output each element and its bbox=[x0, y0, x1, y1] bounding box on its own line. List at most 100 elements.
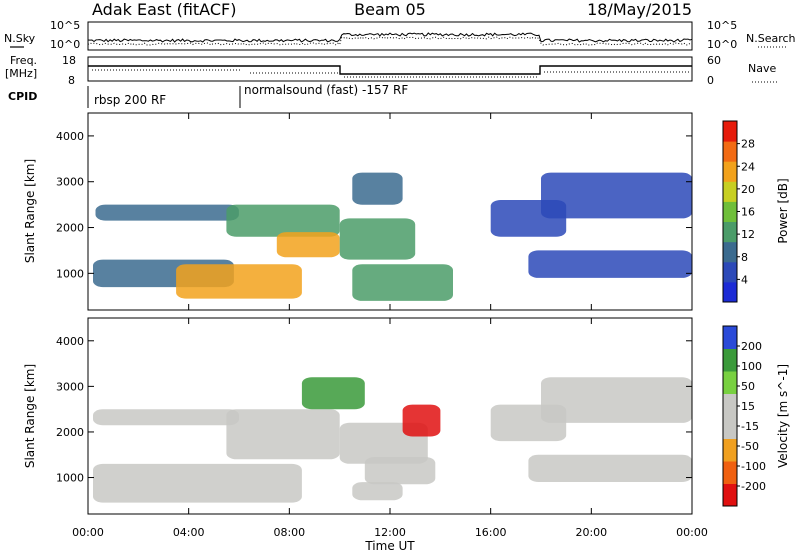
velocity-colorbar-band-5 bbox=[723, 393, 737, 417]
power-colorbar-label: Power [dB] bbox=[776, 178, 790, 243]
power-colorbar: 4 8 12 16 20 24 28 bbox=[722, 120, 755, 303]
power-colorbar-label-7: 28 bbox=[741, 138, 755, 151]
velocity-colorbar-label-2: 100 bbox=[741, 360, 762, 373]
noise-search-label: N.Search bbox=[746, 32, 796, 45]
velocity-region-6 bbox=[352, 482, 403, 501]
power-panel: 1000 2000 3000 4000 Slant Range [km] 4 8 12 16… bbox=[23, 112, 790, 311]
velocity-ytick-label-3: 3000 bbox=[56, 380, 84, 393]
velocity-colorbar-band-2 bbox=[723, 461, 737, 484]
velocity-ytick-label-2: 2000 bbox=[56, 426, 84, 439]
power-y-label: Slant Range [km] bbox=[23, 159, 37, 263]
velocity-colorbar-label-6: -50 bbox=[741, 440, 759, 453]
freq-right-tick-top: 60 bbox=[707, 54, 721, 67]
beam-title: Beam 05 bbox=[354, 0, 426, 19]
power-ytick-label-2: 2000 bbox=[56, 222, 84, 235]
freq-unit-label: [MHz] bbox=[5, 67, 37, 80]
power-region-6 bbox=[339, 218, 416, 260]
freq-left-tick-top: 18 bbox=[62, 54, 76, 67]
velocity-colorbar-frame bbox=[722, 325, 738, 507]
velocity-region-2 bbox=[93, 463, 302, 503]
noise-left-tick-top: 10^5 bbox=[50, 19, 80, 32]
nave-label: Nave bbox=[748, 62, 776, 75]
noise-right-tick-top: 10^5 bbox=[707, 19, 737, 32]
cpid-mode-2: normalsound (fast) -157 RF bbox=[244, 83, 408, 97]
power-region-3 bbox=[95, 204, 239, 221]
velocity-xtick-label-5: 16:00 bbox=[475, 526, 507, 539]
power-region-10 bbox=[541, 172, 692, 219]
noise-sky-trace bbox=[87, 32, 693, 43]
power-ytick-label-4: 4000 bbox=[56, 130, 84, 143]
cpid-mode-1: rbsp 200 RF bbox=[94, 93, 166, 107]
freq-trace bbox=[88, 65, 692, 75]
power-region-11 bbox=[528, 250, 692, 278]
velocity-ytick-label-1: 1000 bbox=[56, 472, 84, 485]
velocity-regions bbox=[93, 377, 692, 503]
freq-panel: Freq. [MHz] 18 8 60 0 Nave bbox=[5, 54, 778, 87]
velocity-colorbar-label-4: 15 bbox=[741, 400, 755, 413]
power-colorbar-label-6: 24 bbox=[741, 160, 755, 173]
velocity-colorbar-label-8: -200 bbox=[741, 480, 766, 493]
velocity-colorbar-band-6 bbox=[723, 371, 737, 394]
velocity-colorbar-band-4 bbox=[723, 416, 737, 439]
power-colorbar-band-5 bbox=[723, 201, 737, 222]
power-ytick-label-3: 3000 bbox=[56, 176, 84, 189]
velocity-colorbar-band-1 bbox=[723, 483, 737, 507]
power-colorbar-band-3 bbox=[723, 241, 737, 263]
power-x-axis bbox=[87, 113, 693, 310]
velocity-colorbar-label: Velocity [m s^-1] bbox=[776, 364, 790, 468]
freq-label: Freq. bbox=[10, 54, 37, 67]
power-region-5 bbox=[276, 232, 340, 258]
noise-panel-frame bbox=[87, 21, 693, 51]
velocity-panel: 1000 2000 3000 4000 00:00 04:00 08:00 12:00 16:… bbox=[23, 317, 790, 539]
x-axis-label: Time UT bbox=[364, 539, 415, 553]
velocity-region-7 bbox=[402, 404, 441, 437]
velocity-y-label: Slant Range [km] bbox=[23, 364, 37, 468]
velocity-region-1 bbox=[93, 409, 239, 426]
power-colorbar-band-8 bbox=[723, 141, 737, 162]
power-colorbar-label-3: 12 bbox=[741, 228, 755, 241]
freq-panel-frame bbox=[87, 56, 693, 82]
power-colorbar-band-1 bbox=[723, 281, 737, 303]
velocity-xtick-label-6: 20:00 bbox=[575, 526, 607, 539]
velocity-region-10 bbox=[541, 377, 692, 423]
velocity-colorbar-band-8 bbox=[723, 326, 737, 349]
freq-left-tick-bottom: 8 bbox=[68, 74, 75, 87]
noise-panel: N.Sky 10^5 10^0 10^5 10^0 N.Search bbox=[4, 19, 796, 51]
velocity-ytick-label-4: 4000 bbox=[56, 335, 84, 348]
power-region-4 bbox=[226, 204, 340, 237]
velocity-region-11 bbox=[528, 454, 692, 482]
velocity-colorbar-label-1: 200 bbox=[741, 340, 762, 353]
velocity-colorbar-label-7: -100 bbox=[741, 460, 766, 473]
cpid-label: CPID bbox=[8, 90, 37, 103]
power-region-2 bbox=[176, 264, 302, 299]
power-colorbar-label-5: 20 bbox=[741, 183, 755, 196]
velocity-y-axis: 1000 2000 3000 4000 bbox=[56, 335, 692, 485]
velocity-colorbar-band-7 bbox=[723, 348, 737, 372]
velocity-colorbar-band-3 bbox=[723, 438, 737, 462]
velocity-region-5 bbox=[364, 457, 436, 485]
power-region-8 bbox=[352, 172, 403, 205]
velocity-xtick-label-4: 12:00 bbox=[374, 526, 406, 539]
velocity-xtick-label-2: 04:00 bbox=[173, 526, 205, 539]
power-colorbar-band-2 bbox=[723, 261, 737, 283]
power-regions bbox=[93, 172, 692, 301]
date-title: 18/May/2015 bbox=[587, 0, 692, 19]
noise-search-trace bbox=[87, 36, 693, 46]
velocity-region-3 bbox=[226, 409, 340, 460]
power-colorbar-band-6 bbox=[723, 181, 737, 202]
power-colorbar-label-4: 16 bbox=[741, 206, 755, 219]
station-title: Adak East (fitACF) bbox=[92, 0, 236, 19]
velocity-colorbar-label-5: -15 bbox=[741, 420, 759, 433]
power-colorbar-label-2: 8 bbox=[741, 251, 748, 264]
velocity-xtick-label-1: 00:00 bbox=[72, 526, 104, 539]
velocity-x-axis: 00:00 04:00 08:00 12:00 16:00 20:00 00:00 bbox=[72, 318, 708, 539]
noise-left-tick-bottom: 10^0 bbox=[50, 38, 80, 51]
power-ytick-label-1: 1000 bbox=[56, 267, 84, 280]
freq-right-tick-bottom: 0 bbox=[707, 74, 714, 87]
velocity-colorbar: 200 100 50 15 -15 -50 -100 -200 bbox=[722, 325, 766, 507]
power-colorbar-band-9 bbox=[723, 121, 737, 142]
cpid-panel: CPID rbsp 200 RF normalsound (fast) -157… bbox=[8, 83, 408, 108]
power-region-7 bbox=[352, 264, 453, 301]
velocity-xtick-label-3: 08:00 bbox=[273, 526, 305, 539]
